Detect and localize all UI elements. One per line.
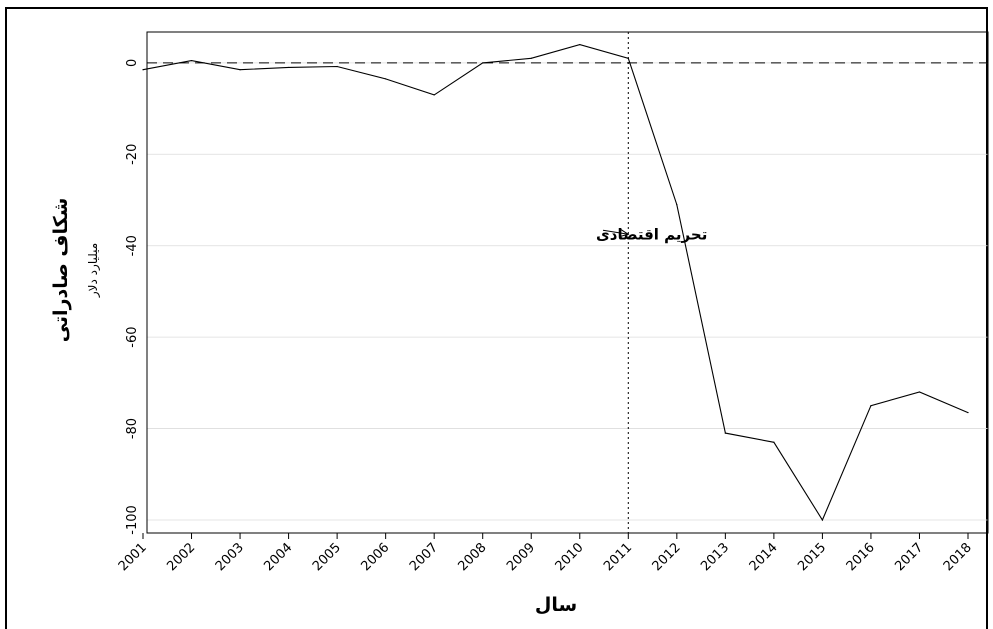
x-tick-label: 2009 xyxy=(504,540,538,574)
y-tick-label: 0 xyxy=(125,59,140,67)
x-tick-label: 2001 xyxy=(116,540,150,574)
data-point xyxy=(482,62,484,64)
data-point xyxy=(336,65,338,68)
annotation-label: تحریم اقتصادی xyxy=(596,225,707,243)
export-gap-line xyxy=(142,44,969,522)
chart-frame xyxy=(5,7,988,629)
data-point xyxy=(724,432,726,434)
y-tick-label: -60 xyxy=(125,327,140,348)
data-point xyxy=(530,57,532,59)
y-axis-title: شکاف صادراتی xyxy=(50,198,72,343)
data-point xyxy=(870,405,872,407)
annotation-arrow xyxy=(602,230,628,234)
data-point xyxy=(142,69,144,71)
x-tick-label: 2010 xyxy=(553,540,587,574)
x-axis-title: سال xyxy=(535,594,577,616)
y-tick-label: -40 xyxy=(125,235,140,256)
data-point xyxy=(821,519,824,521)
x-tick-label: 2002 xyxy=(164,540,198,574)
x-tick-label: 2011 xyxy=(601,540,635,574)
x-tick-label: 2008 xyxy=(456,540,490,574)
data-point xyxy=(433,94,435,96)
plot-area-border xyxy=(146,31,989,534)
x-tick-label: 2013 xyxy=(698,540,732,574)
y-tick-label: -100 xyxy=(125,505,140,535)
x-tick-label: 2014 xyxy=(747,540,781,574)
y-axis-unit: میلیارد دلار xyxy=(86,243,101,298)
data-point xyxy=(385,78,387,80)
x-tick-label: 2004 xyxy=(261,540,295,574)
x-tick-label: 2006 xyxy=(358,540,392,574)
x-tick-label: 2016 xyxy=(844,540,878,574)
data-point xyxy=(239,69,241,71)
data-point xyxy=(287,66,290,69)
data-point xyxy=(773,441,775,443)
x-tick-label: 2003 xyxy=(213,540,247,574)
y-tick-label: -20 xyxy=(125,144,140,165)
x-tick-label: 2015 xyxy=(795,540,829,574)
x-tick-label: 2018 xyxy=(941,540,975,574)
data-point xyxy=(676,203,678,206)
x-tick-label: 2005 xyxy=(310,540,344,574)
data-point xyxy=(190,59,193,62)
x-tick-label: 2012 xyxy=(650,540,684,574)
data-point xyxy=(918,391,921,393)
data-point xyxy=(967,411,969,414)
data-point xyxy=(579,43,581,46)
y-tick-label: -80 xyxy=(125,418,140,439)
data-point xyxy=(627,57,629,59)
x-tick-label: 2007 xyxy=(407,540,441,574)
x-tick-label: 2017 xyxy=(892,540,926,574)
